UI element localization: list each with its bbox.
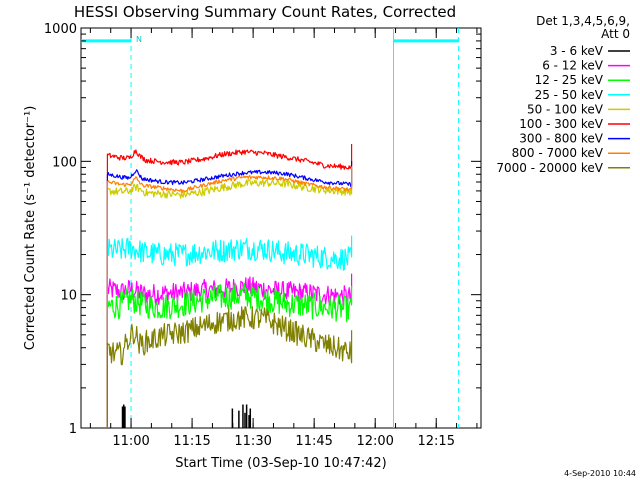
legend-label-5: 100 - 300 keV: [519, 117, 603, 131]
series-line-1: [106, 273, 353, 428]
series-line-5: [106, 144, 353, 428]
legend-label-2: 12 - 25 keV: [535, 73, 604, 87]
legend-label-3: 25 - 50 keV: [535, 88, 604, 102]
series-line-8: [106, 306, 353, 428]
legend-label-4: 50 - 100 keV: [527, 102, 604, 116]
series-line-4: [106, 168, 353, 428]
legend-label-6: 300 - 800 keV: [519, 132, 603, 146]
vertical-markers: [130, 28, 460, 428]
legend-header-line-2: Att 0: [601, 27, 630, 41]
series-line-6: [106, 161, 353, 428]
x-tick-label-3: 11:45: [295, 434, 332, 449]
attenuator-segments: N: [81, 35, 459, 44]
series-line-7: [106, 166, 353, 428]
footer-timestamp: 4-Sep-2010 10:44: [564, 469, 636, 478]
x-tick-label-2: 11:30: [234, 434, 271, 449]
y-tick-label-3: 1000: [44, 22, 77, 37]
x-axis-label: Start Time (03-Sep-10 10:47:42): [175, 456, 386, 471]
series-line-3: [106, 235, 353, 428]
series-lines: [106, 144, 353, 428]
y-axis-label: Corrected Count Rate (s⁻¹ detector⁻¹): [23, 106, 38, 351]
axes: 11:00 11:15 11:30 11:45 12:00 12:15 1 10 100 1000: [44, 22, 481, 449]
x-tick-label-5: 12:15: [418, 434, 455, 449]
plot-frame: [80, 27, 482, 429]
x-tick-label-4: 12:00: [356, 434, 393, 449]
x-tick-label-0: 11:00: [112, 434, 149, 449]
attenuator-label-0: N: [136, 35, 142, 44]
legend-label-8: 7000 - 20000 keV: [496, 161, 603, 175]
y-tick-label-0: 1: [69, 422, 77, 437]
legend-header-line-1: Det 1,3,4,5,6,9,: [536, 14, 630, 28]
series-line-2: [106, 282, 353, 428]
chart-title: HESSI Observing Summary Count Rates, Cor…: [74, 3, 456, 21]
y-tick-label-1: 10: [60, 289, 77, 304]
y-tick-label-2: 100: [52, 155, 77, 170]
legend-label-7: 800 - 7000 keV: [512, 146, 604, 160]
legend-label-1: 6 - 12 keV: [542, 59, 604, 73]
legend-label-0: 3 - 6 keV: [550, 44, 604, 58]
x-tick-label-1: 11:15: [173, 434, 210, 449]
